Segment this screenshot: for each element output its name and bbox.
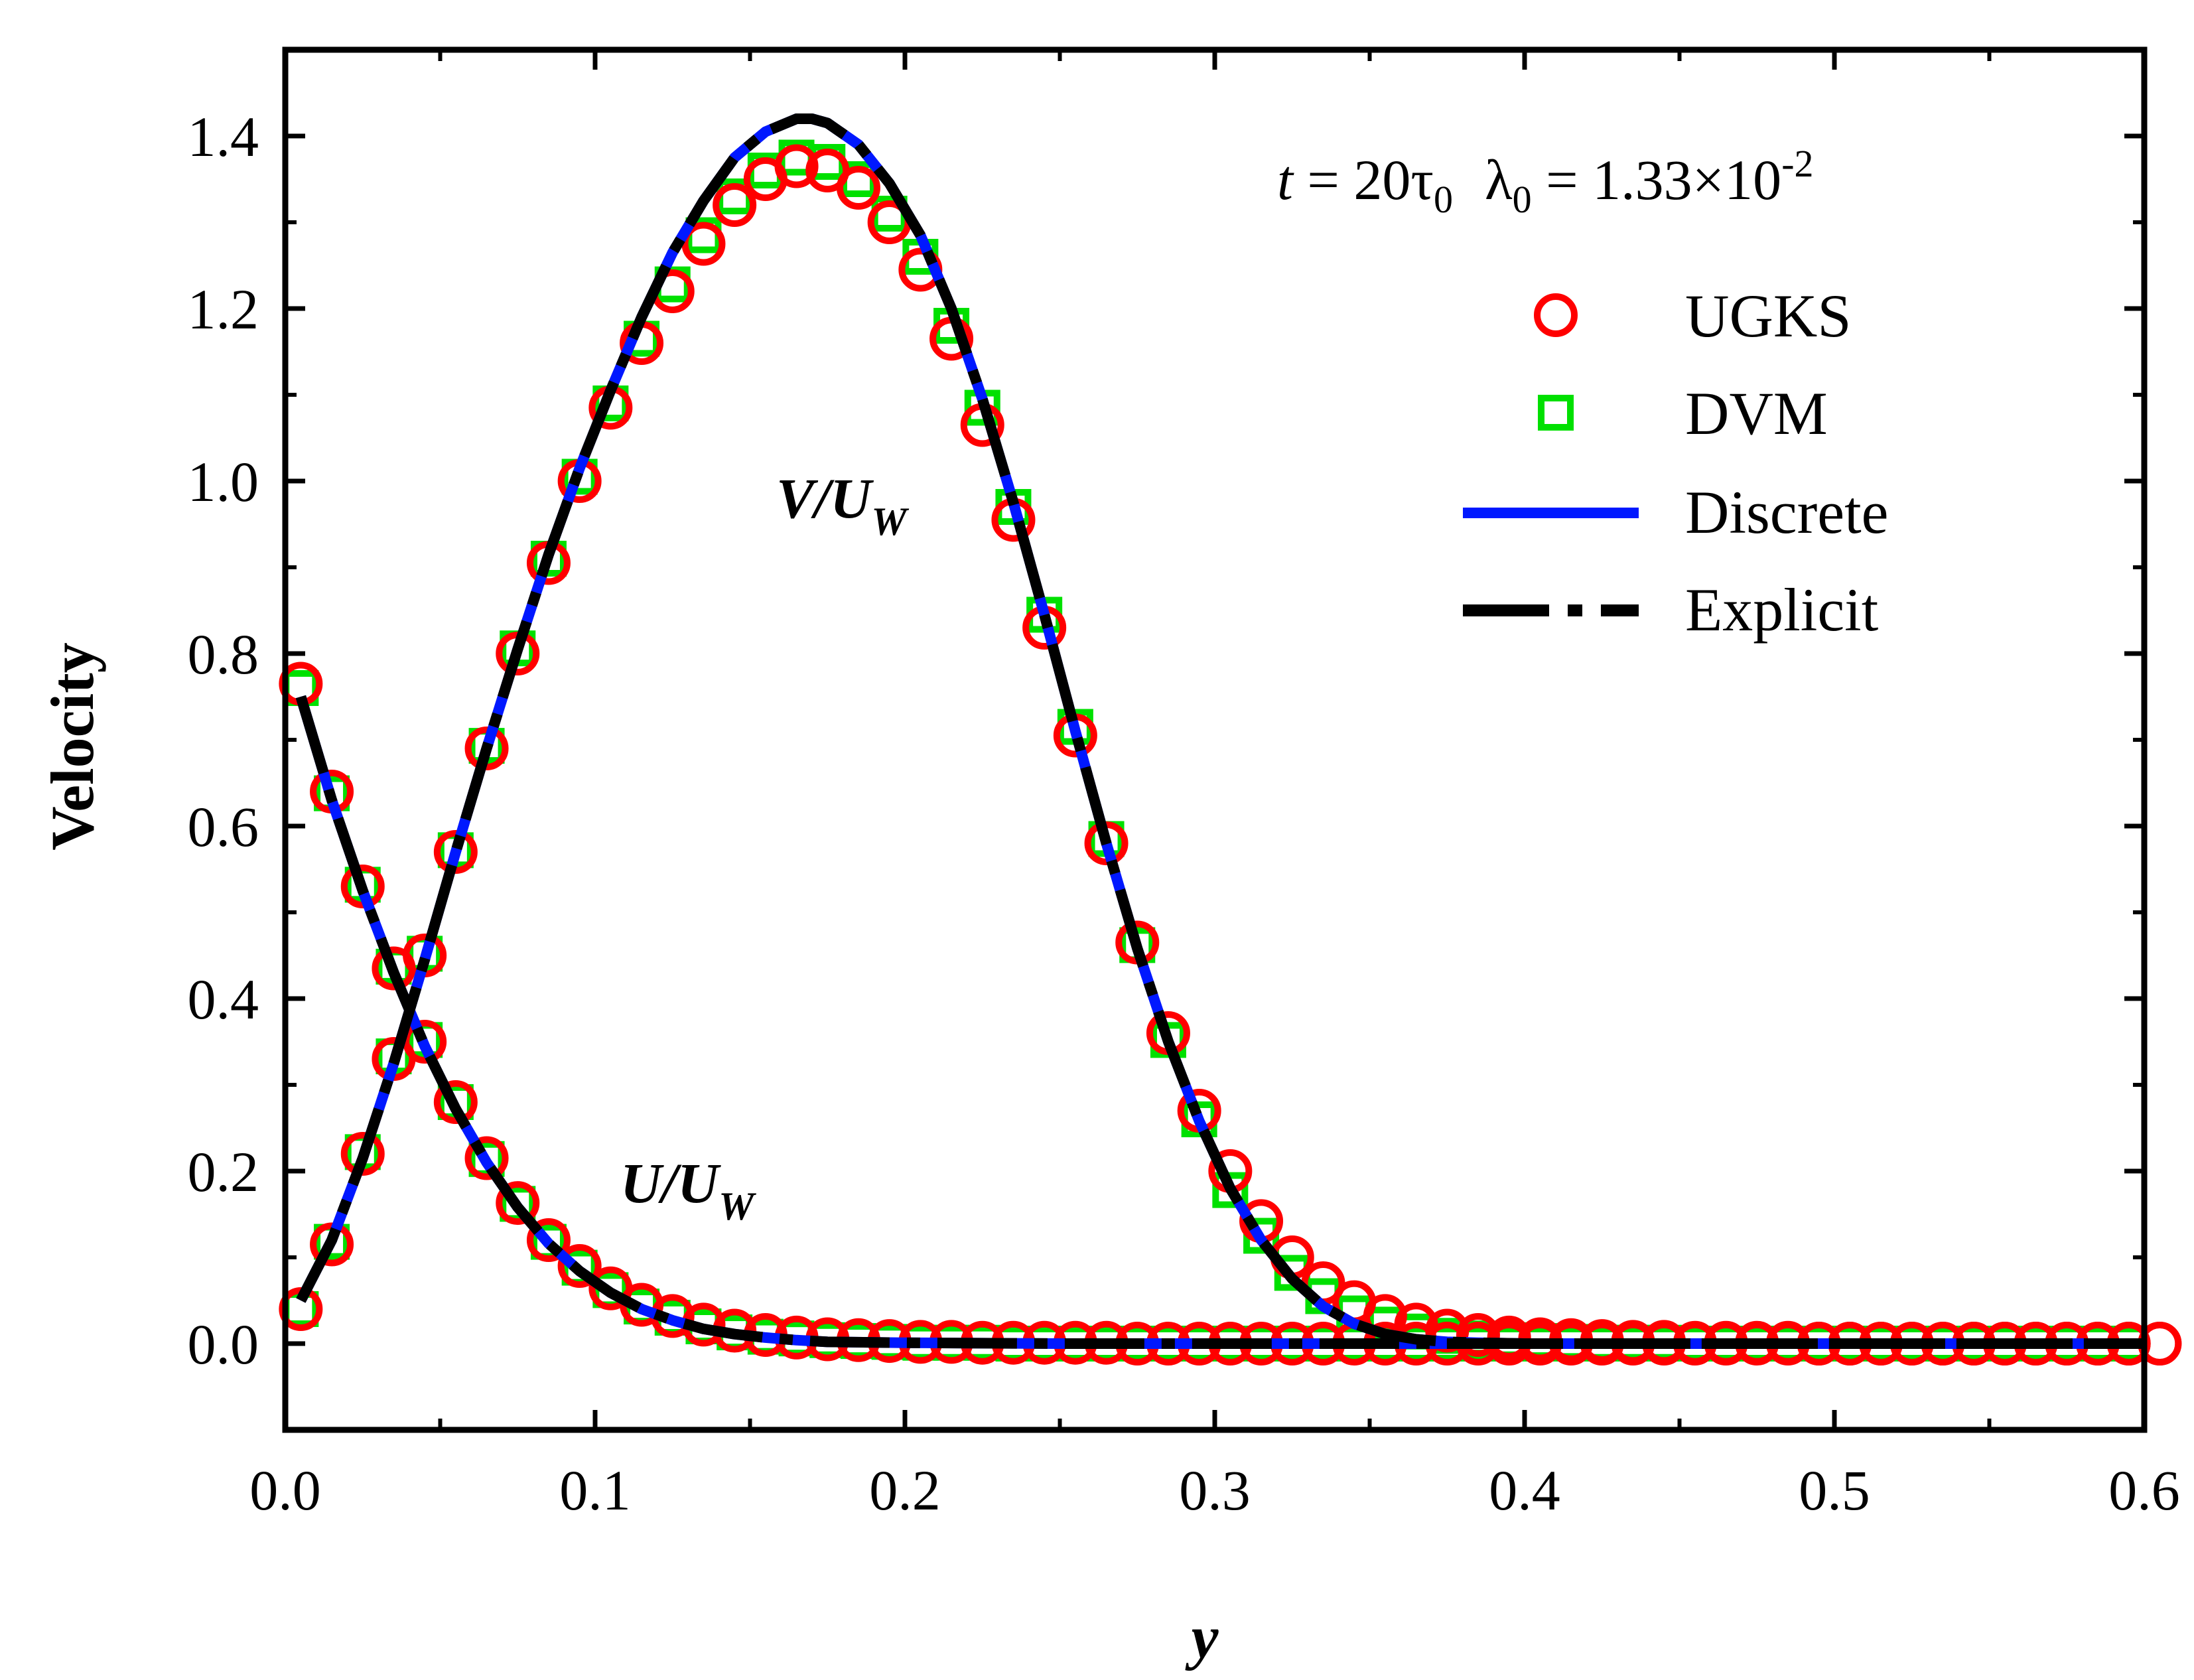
legend-marker-ugks bbox=[1534, 293, 1578, 337]
x-tick-label: 0.2 bbox=[869, 1458, 941, 1522]
point-ugks-u bbox=[526, 1218, 571, 1262]
annot-t-sub: 0 bbox=[1434, 178, 1453, 221]
annot-lambda-sup: -2 bbox=[1781, 142, 1813, 185]
label-u-over-uw: U/UW bbox=[620, 1151, 756, 1228]
annot-t-symbol: t bbox=[1277, 148, 1294, 212]
point-ugks-v bbox=[774, 144, 819, 188]
point-ugks-u bbox=[464, 1136, 509, 1180]
point-dvm-v bbox=[1212, 1172, 1249, 1208]
annot-lambda-symbol: λ bbox=[1485, 148, 1513, 212]
plot-frame bbox=[282, 46, 2148, 1433]
point-ugks-v bbox=[681, 222, 726, 266]
point-ugks-v bbox=[1425, 1308, 1470, 1353]
legend-label-discrete: Discrete bbox=[1685, 478, 1889, 546]
point-ugks-u bbox=[496, 1181, 540, 1225]
point-ugks-v bbox=[713, 183, 757, 227]
label-u-var: U bbox=[620, 1151, 664, 1215]
legend-marker-dvm bbox=[1538, 395, 1574, 431]
x-tick-label: 0.5 bbox=[1799, 1458, 1870, 1522]
y-tick-label: 0.4 bbox=[188, 967, 259, 1031]
parameter-annotation: t = 20τ0 λ0 = 1.33×10-2 bbox=[1277, 142, 1814, 221]
label-v-base: U bbox=[830, 466, 874, 530]
label-u-base: U bbox=[677, 1151, 721, 1215]
y-tick-label: 0.6 bbox=[188, 795, 259, 859]
label-v-var: V bbox=[776, 466, 819, 530]
line-explicit-u bbox=[295, 695, 2144, 1349]
y-axis-title: Velocity bbox=[38, 642, 106, 850]
point-ugks-v bbox=[1456, 1313, 1500, 1357]
y-tick-label: 0.2 bbox=[188, 1140, 259, 1204]
tick-labels: 0.0 0.1 0.2 0.3 0.4 0.5 0.6 0.0 0.2 0.4 0.6 0.8 1.0 1… bbox=[188, 105, 2180, 1522]
annot-t-value: = 20τ bbox=[1293, 148, 1434, 212]
y-tick-label: 0.0 bbox=[188, 1312, 259, 1376]
point-ugks-u bbox=[557, 1244, 602, 1288]
x-tick-label: 0.3 bbox=[1179, 1458, 1251, 1522]
label-u-sub: W bbox=[719, 1184, 756, 1228]
series-explicit-u bbox=[295, 695, 2144, 1349]
point-ugks-v bbox=[836, 166, 880, 210]
x-tick-label: 0.4 bbox=[1489, 1458, 1560, 1522]
line-explicit-v bbox=[296, 113, 2144, 1349]
legend-label-dvm: DVM bbox=[1685, 380, 1828, 447]
y-tick-label: 1.4 bbox=[188, 105, 259, 169]
y-tick-label: 0.8 bbox=[188, 622, 259, 686]
point-ugks-v bbox=[1487, 1315, 1531, 1360]
legend: UGKS DVM Discrete Explicit bbox=[1463, 282, 1889, 644]
legend-label-ugks: UGKS bbox=[1685, 282, 1851, 350]
legend-label-explicit: Explicit bbox=[1685, 576, 1879, 644]
y-tick-label: 1.0 bbox=[188, 450, 259, 514]
label-v-sub: W bbox=[871, 500, 909, 543]
label-v-over-uw: V/UW bbox=[776, 466, 909, 543]
point-ugks-v bbox=[464, 727, 509, 770]
x-tick-label: 0.1 bbox=[559, 1458, 631, 1522]
annot-lambda-sub: 0 bbox=[1513, 178, 1532, 221]
plot-series bbox=[279, 113, 2182, 1365]
y-tick-label: 1.2 bbox=[188, 277, 259, 341]
point-ugks-u bbox=[433, 1080, 478, 1124]
x-tick-label: 0.6 bbox=[2108, 1458, 2180, 1522]
x-tick-label: 0.0 bbox=[249, 1458, 321, 1522]
annot-lambda-value: = 1.33×10 bbox=[1532, 148, 1782, 212]
series-explicit-v bbox=[296, 113, 2144, 1349]
